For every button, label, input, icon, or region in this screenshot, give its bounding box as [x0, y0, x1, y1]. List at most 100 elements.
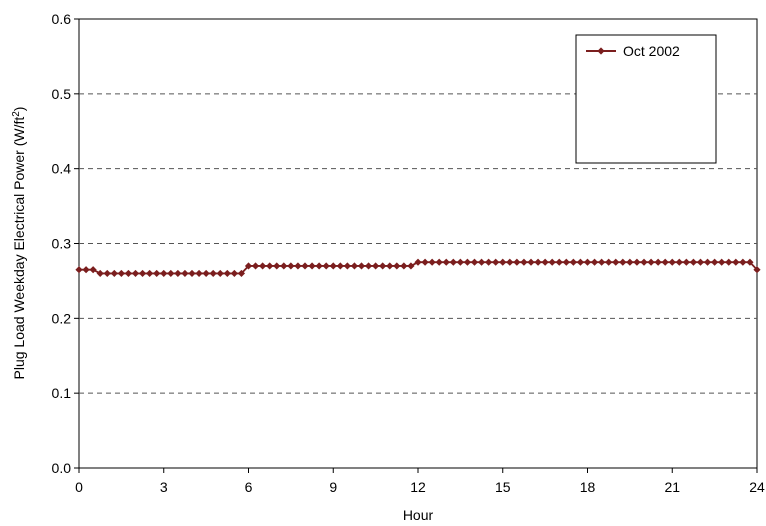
data-point [534, 258, 542, 266]
series-lines [75, 258, 761, 278]
data-point [739, 258, 747, 266]
x-axis-title: Hour [403, 507, 434, 523]
data-point [146, 269, 154, 278]
data-point [506, 258, 514, 266]
data-point [153, 269, 161, 278]
legend-box [575, 34, 717, 164]
data-point [89, 266, 97, 274]
series-oct-2002 [75, 258, 761, 278]
data-point [294, 262, 302, 270]
data-point [421, 258, 429, 266]
data-point [548, 258, 556, 266]
x-tick-label: 24 [749, 479, 765, 495]
data-point [612, 258, 620, 266]
y-tick-label: 0.4 [52, 161, 72, 177]
data-point [96, 269, 104, 278]
data-point [343, 262, 351, 270]
data-point [562, 258, 570, 266]
grid-lines [79, 93, 757, 394]
data-point [138, 269, 147, 278]
data-point [449, 258, 457, 266]
data-point [266, 262, 274, 270]
data-point [202, 269, 210, 278]
data-point [407, 262, 415, 270]
data-point [541, 258, 549, 266]
data-point [273, 262, 281, 270]
data-point [689, 258, 698, 266]
data-point [174, 269, 182, 278]
data-point [746, 258, 754, 266]
legend-item: Oct 2002 [586, 43, 680, 59]
data-point [654, 258, 662, 266]
x-tick-label: 18 [580, 479, 596, 495]
data-point [696, 258, 705, 266]
x-tick-label: 0 [75, 479, 83, 495]
legend-marker [597, 47, 605, 55]
data-point [718, 258, 726, 266]
data-point [647, 258, 655, 266]
x-tick-label: 15 [495, 479, 511, 495]
data-point [131, 269, 140, 278]
data-point [725, 258, 733, 266]
x-tick-label: 12 [410, 479, 426, 495]
data-point [703, 258, 712, 266]
data-point [251, 262, 260, 270]
y-tick-label: 0.3 [52, 236, 72, 252]
data-point [124, 269, 133, 278]
data-point [668, 258, 676, 266]
y-tick-label: 0.1 [52, 385, 72, 401]
data-point [223, 269, 231, 278]
data-point [640, 258, 648, 266]
data-point [605, 258, 613, 266]
data-point [477, 258, 486, 266]
data-point [364, 262, 373, 270]
data-point [619, 258, 627, 266]
data-point [400, 262, 408, 270]
data-point [626, 258, 634, 266]
data-point [590, 258, 599, 266]
data-point [103, 269, 111, 278]
legend-label: Oct 2002 [623, 43, 680, 59]
data-point [259, 262, 267, 270]
data-point [485, 258, 493, 266]
data-point [372, 262, 380, 270]
data-point [435, 258, 443, 266]
data-point [393, 262, 401, 270]
data-point [195, 269, 203, 278]
data-point [280, 262, 288, 270]
y-tick-label: 0.6 [52, 11, 72, 27]
data-point [583, 258, 592, 266]
data-point [167, 269, 175, 278]
data-point [188, 269, 196, 278]
legend: Oct 2002 [575, 34, 717, 164]
data-point [160, 269, 168, 278]
data-point [110, 269, 118, 278]
data-point [386, 262, 394, 270]
data-point [470, 258, 479, 266]
y-tick-label: 0.2 [52, 310, 72, 326]
data-point [428, 258, 436, 266]
data-point [463, 258, 472, 266]
data-point [209, 269, 217, 278]
data-point [308, 262, 316, 270]
x-tick-label: 9 [329, 479, 337, 495]
x-tick-label: 6 [245, 479, 253, 495]
data-point [598, 258, 606, 266]
data-point [732, 258, 740, 266]
y-axis-title-main: Plug Load Weekday Electrical Power (W/ft [11, 117, 27, 380]
data-point [513, 258, 521, 266]
data-point [75, 266, 83, 274]
data-point [322, 262, 330, 270]
data-point [569, 258, 577, 266]
data-point [181, 269, 189, 278]
data-point [350, 262, 359, 270]
data-point [287, 262, 295, 270]
data-point [329, 262, 337, 270]
data-point [499, 258, 507, 266]
y-tick-label: 0.5 [52, 86, 72, 102]
y-axis-title: Plug Load Weekday Electrical Power (W/ft… [11, 107, 28, 380]
y-axis-title-superscript: 2 [11, 111, 22, 117]
data-point [117, 269, 125, 278]
